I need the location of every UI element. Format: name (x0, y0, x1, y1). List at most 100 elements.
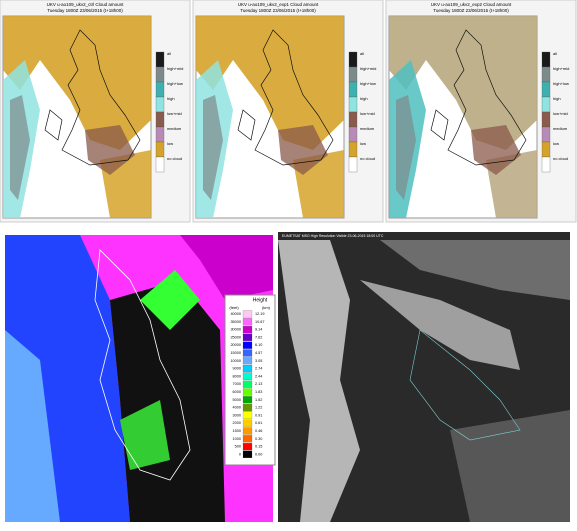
legend-swatch (242, 396, 253, 404)
legend-swatch (242, 388, 253, 396)
cloud-low (140, 270, 200, 330)
panel-subtitle: Tuesday 1800Z 23/06/2015 (t+18h00) (433, 8, 509, 13)
legend-label: high (360, 96, 368, 101)
legend-feet: 7000 (233, 382, 241, 386)
legend-km: 0.91 (255, 413, 262, 417)
legend-swatch (541, 66, 551, 83)
cloud-low (389, 16, 537, 150)
coastline (94, 249, 191, 481)
coastline (409, 329, 521, 441)
legend-swatch (541, 141, 551, 158)
legend-unit: (km) (262, 305, 271, 310)
legend-swatch (242, 326, 253, 334)
coastline (44, 29, 141, 166)
legend-label: low (553, 141, 559, 146)
legend-swatch (541, 111, 551, 128)
legend-label: high+mid (553, 66, 569, 71)
legend-swatch (541, 96, 551, 113)
panel-title: UKV u-ao109_ukv2_exp1 Cloud amount (238, 2, 319, 7)
cloud-low-mid (278, 125, 328, 175)
legend-swatch (348, 81, 358, 98)
legend-label: low+mid (167, 111, 182, 116)
legend-swatch (242, 443, 253, 451)
legend-label: no cloud (553, 156, 568, 161)
panel-title: UKV u-ao109_ukv2_ctrl Cloud amount (47, 2, 125, 7)
legend-km: 0.15 (255, 445, 262, 449)
legend-feet: 5000 (233, 398, 241, 402)
legend-label: low (167, 141, 173, 146)
legend-label: medium (167, 126, 182, 131)
legend-swatch (541, 156, 551, 173)
cloud-low-mid (471, 125, 521, 175)
legend-feet: 30000 (230, 328, 241, 332)
legend-label: no cloud (360, 156, 375, 161)
cloud-low (196, 16, 344, 150)
legend-feet: 2000 (233, 421, 241, 425)
model-panel: UKV u-ao109_ukv2_ctrl Cloud amountTuesda… (0, 0, 191, 223)
legend-km: 0.46 (255, 429, 262, 433)
legend-km: 0.00 (255, 452, 262, 456)
cloud-low (3, 16, 151, 150)
legend-km: 1.52 (255, 398, 262, 402)
legend-feet: 0 (239, 452, 241, 456)
legend-swatch (242, 427, 253, 435)
legend-swatch (242, 333, 253, 341)
legend-label: medium (360, 126, 375, 131)
legend-feet: 1500 (233, 429, 241, 433)
legend-swatch (155, 126, 165, 143)
legend-feet: 10000 (230, 359, 241, 363)
legend-swatch (242, 419, 253, 427)
legend-km: 0.30 (255, 437, 262, 441)
legend-swatch (155, 96, 165, 113)
legend-km: 9.14 (255, 328, 262, 332)
legend-swatch (242, 372, 253, 380)
legend-km: 6.10 (255, 343, 262, 347)
legend-km: 4.57 (255, 351, 262, 355)
legend-title: Height (253, 297, 268, 303)
legend-feet: 500 (235, 445, 241, 449)
legend-swatch (242, 357, 253, 365)
legend-feet: 6000 (233, 390, 241, 394)
legend-swatch (348, 96, 358, 113)
legend-label: high (167, 96, 175, 101)
legend-swatch (242, 404, 253, 412)
cloud-low (120, 400, 170, 470)
legend-swatch (541, 81, 551, 98)
legend-swatch (155, 141, 165, 158)
cloud-bright (278, 240, 360, 522)
satellite-panel: EUMETSAT MSG High Resolution Visible 23-… (278, 232, 570, 522)
legend-label: low+mid (553, 111, 568, 116)
legend-label: high+mid (167, 66, 183, 71)
legend-feet: 3000 (233, 413, 241, 417)
legend-swatch (348, 66, 358, 83)
legend-km: 1.83 (255, 390, 262, 394)
image-title: EUMETSAT MSG High Resolution Visible 23-… (282, 234, 384, 238)
legend-label: high+low (553, 81, 569, 86)
legend-feet: 15000 (230, 351, 241, 355)
legend-swatch (541, 51, 551, 68)
legend-feet: 25000 (230, 335, 241, 339)
legend-feet: 9000 (233, 367, 241, 371)
legend-km: 2.74 (255, 367, 262, 371)
legend-swatch (242, 365, 253, 373)
legend-swatch (242, 349, 253, 357)
coastline (237, 29, 334, 166)
cloud-dim (380, 240, 570, 300)
legend-swatch (242, 341, 253, 349)
legend-km: 3.05 (255, 359, 262, 363)
legend-swatch (155, 66, 165, 83)
cloud-bright (360, 280, 520, 370)
legend-swatch (242, 310, 253, 318)
model-panel: UKV u-ao109_ukv2_exp1 Cloud amountTuesda… (192, 0, 384, 223)
legend-feet: 20000 (230, 343, 241, 347)
legend-feet: 4000 (233, 406, 241, 410)
cloud-top (180, 235, 273, 300)
legend-feet: 40000 (230, 312, 241, 316)
legend-swatch (348, 51, 358, 68)
legend-swatch (348, 156, 358, 173)
cloud-mid (5, 330, 60, 522)
legend-km: 10.67 (255, 320, 265, 324)
legend-km: 2.13 (255, 382, 262, 386)
legend-label: high+low (167, 81, 183, 86)
